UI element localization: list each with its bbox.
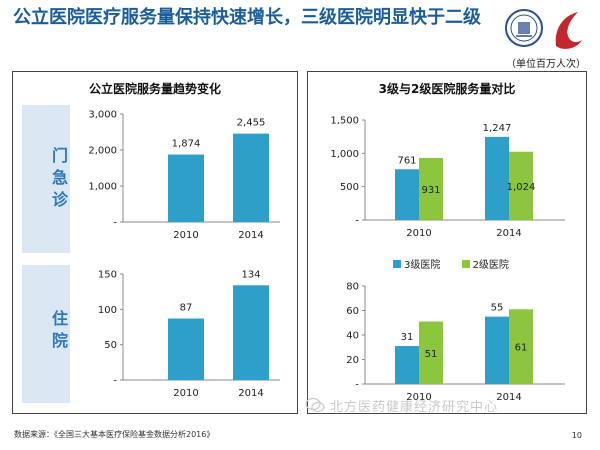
bar	[509, 151, 533, 220]
bar	[509, 309, 533, 384]
institute-logo-icon	[555, 12, 582, 49]
bar	[419, 157, 443, 220]
data-label: 87	[180, 303, 193, 314]
data-label: 134	[241, 269, 260, 280]
y-tick-label: 2,000	[88, 146, 117, 157]
legend-swatch-2	[461, 260, 470, 268]
data-label: 2,455	[237, 118, 266, 129]
y-tick-label: 80	[346, 282, 359, 293]
data-label: 31	[401, 332, 414, 343]
legend-label-2: 2级医院	[472, 260, 509, 271]
data-source-note: 数据来源：《全国三大基本医疗保险基金数据分析2016》	[14, 430, 215, 439]
data-label: 761	[397, 155, 416, 166]
y-tick-label: -	[355, 380, 359, 391]
bar	[419, 321, 443, 384]
y-tick-label: 1,000	[330, 149, 359, 160]
data-label: 1,874	[172, 139, 201, 150]
y-tick-label: 50	[104, 340, 117, 351]
data-label: 55	[491, 303, 504, 314]
data-label: 1,247	[483, 123, 512, 134]
right-panel-title: 3级与2级医院服务量对比	[378, 82, 516, 96]
y-tick-label: 60	[346, 306, 359, 317]
x-tick-label: 2010	[406, 228, 431, 239]
bar	[395, 346, 419, 384]
y-tick-label: 1,500	[330, 116, 359, 127]
wechat-icon	[305, 397, 325, 413]
right-panel: 3级与2级医院服务量对比	[307, 71, 587, 414]
page-title: 公立医院医疗服务量保持快速增长，三级医院明显快于二级	[13, 7, 481, 28]
bar	[233, 133, 269, 222]
legend-label-3: 3级医院	[404, 260, 441, 271]
legend-swatch-3	[393, 260, 401, 268]
x-tick-label: 2014	[238, 230, 263, 241]
y-tick-label: 40	[346, 331, 359, 342]
bar	[485, 136, 509, 220]
side-label-inpatient: 住院	[22, 265, 70, 403]
bar	[233, 285, 269, 380]
data-label: 931	[421, 185, 440, 196]
x-tick-label: 2014	[496, 392, 521, 403]
y-tick-label: 1,000	[88, 182, 117, 193]
bar	[168, 154, 204, 222]
data-label: 1,024	[507, 182, 536, 193]
unit-note: （单位百万人次）	[506, 59, 586, 70]
y-tick-label: 3,000	[88, 110, 117, 121]
bar	[485, 316, 509, 384]
left-panel-title: 公立医院服务量趋势变化	[88, 82, 221, 96]
x-tick-label: 2014	[238, 388, 263, 399]
y-tick-label: 150	[98, 270, 117, 281]
bar	[168, 318, 204, 380]
data-label: 61	[515, 343, 528, 354]
y-tick-label: 100	[98, 305, 117, 316]
page-number: 10	[571, 431, 582, 440]
y-tick-label: -	[355, 216, 359, 227]
x-tick-label: 2010	[173, 230, 198, 241]
outpatient-total-chart: - 1,000 2,000 3,000 1,874 2010 2,455 2014	[88, 110, 280, 241]
side-label-outpatient-text: 门急诊	[49, 147, 68, 213]
inpatient-total-chart: - 50 100 150 87 2010 134 2014	[98, 269, 280, 399]
y-tick-label: 20	[346, 355, 359, 366]
data-label: 51	[425, 349, 438, 360]
outpatient-by-level-chart: - 500 1,000 1,500 761 931 2010 1,247 1,024 2014	[330, 116, 565, 239]
y-tick-label: -	[113, 218, 117, 229]
side-label-outpatient: 门急诊	[22, 105, 70, 253]
side-label-inpatient-text: 住院	[49, 310, 68, 354]
y-tick-label: 500	[340, 182, 359, 193]
watermark: 北方医药健康经济研究中心	[330, 400, 499, 415]
x-tick-label: 2010	[406, 392, 431, 403]
bar	[395, 169, 419, 220]
university-seal-icon	[505, 9, 543, 47]
x-tick-label: 2014	[496, 228, 521, 239]
legend: 3级医院 2级医院	[393, 256, 509, 271]
y-tick-label: -	[113, 376, 117, 387]
inpatient-by-level-chart: - 20 40 60 80 31 51 2010 55 61 2014	[346, 282, 565, 403]
x-tick-label: 2010	[173, 388, 198, 399]
